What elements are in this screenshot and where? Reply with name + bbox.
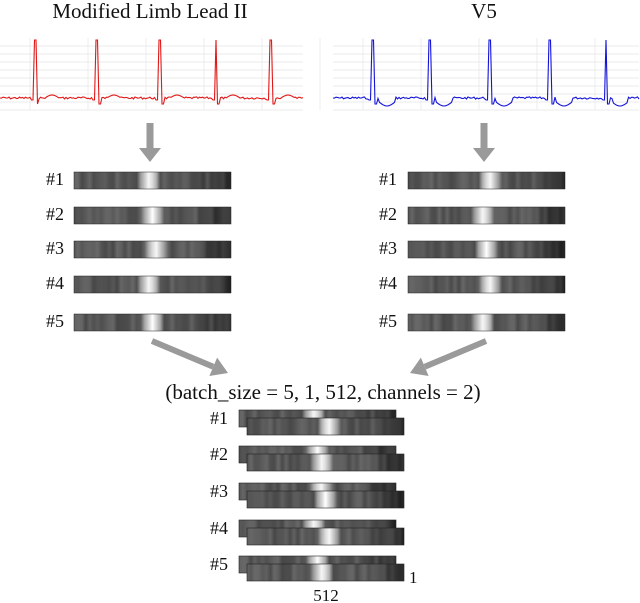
combined-segment-label: #2 xyxy=(210,444,228,464)
ecg-trace xyxy=(332,39,640,107)
combined-segment-label: #5 xyxy=(210,554,228,574)
v5-segment-label: #3 xyxy=(379,238,397,258)
channel-2-strip xyxy=(246,417,405,436)
lead-ii-segment-label: #2 xyxy=(46,204,64,224)
v5-ecg-panel xyxy=(332,38,640,111)
diagonal-arrow-right xyxy=(410,338,488,377)
lead-ii-ecg-panel xyxy=(0,38,321,111)
height-dimension-label: 1 xyxy=(409,568,418,587)
lead-ii-segment-label: #3 xyxy=(46,238,64,258)
v5-segments: #1 #2 #3 #4 #5 xyxy=(379,169,566,332)
lead-ii-segments: #1 #2 #3 #4 #5 xyxy=(46,169,232,332)
lead-ii-segment-strip xyxy=(73,206,232,225)
lead-ii-segment-strip xyxy=(73,275,232,294)
tensor-shape-label: (batch_size = 5, 1, 512, channels = 2) xyxy=(165,380,480,404)
combined-segment-label: #4 xyxy=(210,518,228,538)
lead-ii-segment-label: #4 xyxy=(46,273,64,293)
ecg-trace xyxy=(0,39,304,105)
combined-segment-label: #3 xyxy=(210,481,228,501)
combined-segment-label: #1 xyxy=(210,408,228,428)
combined-segments: #1 #2 #3 #4 #5 xyxy=(210,408,405,582)
v5-segment-strip xyxy=(407,206,566,225)
v5-segment-label: #2 xyxy=(379,204,397,224)
down-arrow-right xyxy=(473,123,495,162)
diagonal-arrow-left xyxy=(150,338,228,377)
lead-ii-segment-strip xyxy=(73,240,232,259)
v5-title: V5 xyxy=(471,0,497,23)
lead-ii-segment-strip xyxy=(73,171,232,190)
lead-ii-segment-strip xyxy=(73,313,232,332)
v5-segment-label: #1 xyxy=(379,169,397,189)
v5-segment-strip xyxy=(407,313,566,332)
v5-segment-strip xyxy=(407,171,566,190)
down-arrow-left xyxy=(139,123,161,162)
v5-segment-label: #5 xyxy=(379,311,397,331)
lead-ii-title: Modified Limb Lead II xyxy=(52,0,247,23)
v5-segment-strip xyxy=(407,240,566,259)
channel-2-strip xyxy=(246,490,405,509)
v5-segment-label: #4 xyxy=(379,273,397,293)
channel-2-strip xyxy=(246,527,405,546)
lead-ii-segment-label: #1 xyxy=(46,169,64,189)
channel-2-strip xyxy=(246,563,405,582)
width-dimension-label: 512 xyxy=(313,586,339,603)
v5-segment-strip xyxy=(407,275,566,294)
lead-ii-segment-label: #5 xyxy=(46,311,64,331)
channel-2-strip xyxy=(246,453,405,472)
